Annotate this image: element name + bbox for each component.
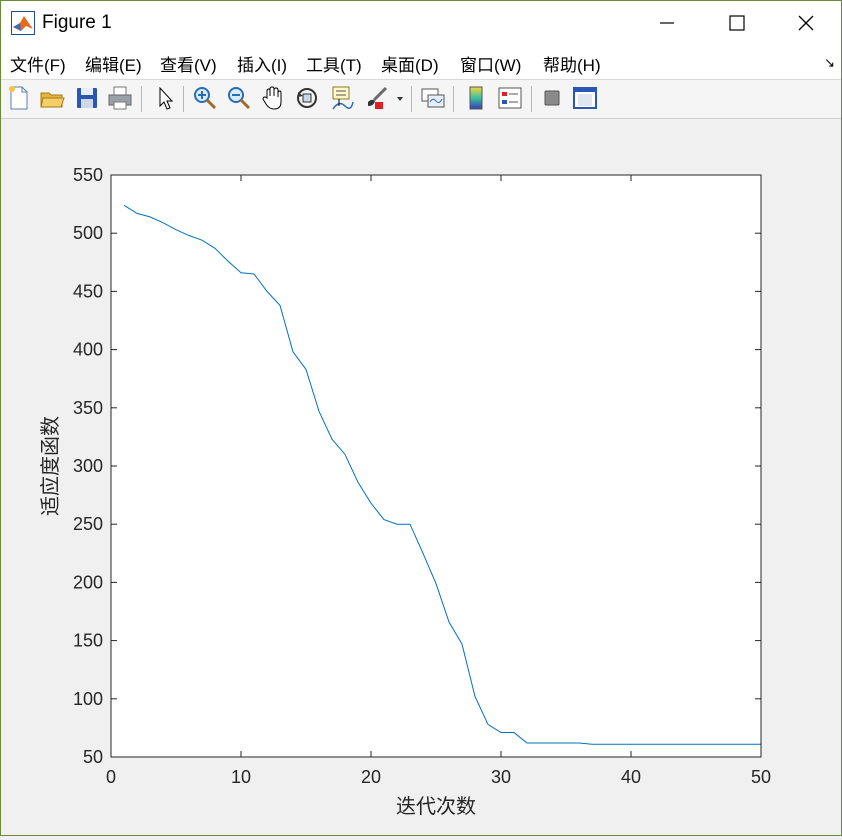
zoom-in-button[interactable] — [191, 84, 219, 112]
toolbar-separator — [531, 86, 532, 112]
title-bar: Figure 1 — [1, 1, 841, 45]
maximize-icon — [729, 15, 745, 31]
x-tick-label: 10 — [231, 767, 251, 787]
close-button[interactable] — [771, 1, 841, 45]
minimize-button[interactable] — [632, 1, 702, 45]
window-title: Figure 1 — [42, 12, 112, 33]
open-file-icon — [40, 92, 65, 108]
new-figure-button[interactable] — [5, 84, 33, 112]
edit-plot-button[interactable] — [151, 84, 179, 112]
chevron-down-icon — [397, 97, 403, 101]
menu-desktop[interactable]: 桌面(D) — [381, 56, 439, 75]
series-line — [123, 204, 761, 745]
menu-tools[interactable]: 工具(T) — [306, 56, 362, 75]
x-axis-label: 迭代次数 — [396, 795, 476, 818]
y-tick-label: 500 — [73, 223, 103, 243]
save-icon — [77, 88, 97, 108]
y-tick-label: 550 — [73, 165, 103, 185]
open-file-button[interactable] — [38, 84, 66, 112]
pan-button[interactable] — [259, 84, 287, 112]
show-plot-tools-button[interactable] — [571, 84, 599, 112]
show-plot-tools-icon — [573, 87, 597, 109]
menu-overflow-arrow-icon[interactable]: ↘ — [824, 55, 835, 70]
data-cursor-button[interactable] — [327, 84, 355, 112]
new-figure-icon — [9, 86, 28, 110]
colorbar-icon — [469, 86, 483, 110]
brush-icon — [368, 86, 388, 109]
y-tick-label: 100 — [73, 689, 103, 709]
axes-box — [110, 174, 762, 758]
pan-hand-icon — [262, 86, 282, 110]
menu-file[interactable]: 文件(F) — [10, 56, 66, 75]
y-tick-label: 50 — [83, 747, 103, 767]
rotate-3d-button[interactable] — [293, 84, 321, 112]
minimize-icon — [660, 22, 674, 24]
brush-dropdown-button[interactable] — [393, 84, 407, 112]
menu-window[interactable]: 窗口(W) — [460, 56, 522, 75]
menu-edit[interactable]: 编辑(E) — [85, 56, 142, 75]
menu-insert[interactable]: 插入(I) — [237, 56, 288, 75]
rotate-3d-icon — [297, 88, 317, 108]
print-button[interactable] — [106, 84, 134, 112]
link-plot-button[interactable] — [419, 84, 447, 112]
legend-icon — [498, 87, 522, 109]
y-tick-label: 450 — [73, 281, 103, 301]
zoom-in-icon — [194, 87, 217, 110]
y-tick-label: 150 — [73, 631, 103, 651]
menu-bar: 文件(F) 编辑(E) 查看(V) 插入(I) 工具(T) 桌面(D) 窗口(W… — [1, 45, 841, 80]
save-button[interactable] — [73, 84, 101, 112]
menu-view[interactable]: 查看(V) — [160, 56, 217, 75]
y-tick-label: 200 — [73, 572, 103, 592]
matlab-logo-icon — [11, 11, 35, 35]
link-plot-icon — [421, 88, 445, 108]
axis-ticks: 0 10 20 30 40 50 50 100 150 200 250 300 350 400 450 500… — [73, 165, 771, 787]
maximize-button[interactable] — [702, 1, 772, 45]
y-axis-label: 适应度函数 — [39, 416, 62, 516]
y-tick-label: 350 — [73, 398, 103, 418]
toolbar-separator — [411, 86, 412, 112]
x-tick-label: 20 — [361, 767, 381, 787]
figure-canvas: 0 10 20 30 40 50 50 100 150 200 250 300 350 400 450 500… — [1, 119, 841, 835]
toolbar-separator — [183, 86, 184, 112]
figure-toolbar — [1, 80, 841, 119]
legend-button[interactable] — [496, 84, 524, 112]
edit-plot-arrow-icon — [159, 86, 174, 110]
hide-plot-tools-button[interactable] — [538, 84, 566, 112]
print-icon — [108, 86, 132, 110]
x-tick-label: 30 — [491, 767, 511, 787]
data-cursor-icon — [332, 86, 354, 110]
x-tick-label: 0 — [106, 767, 116, 787]
zoom-out-button[interactable] — [225, 84, 253, 112]
axes-background — [111, 175, 761, 757]
menu-help[interactable]: 帮助(H) — [543, 56, 601, 75]
y-tick-label: 300 — [73, 456, 103, 476]
y-tick-label: 250 — [73, 514, 103, 534]
toolbar-separator — [141, 86, 142, 112]
x-tick-label: 40 — [621, 767, 641, 787]
brush-button[interactable] — [362, 84, 390, 112]
colorbar-button[interactable] — [462, 84, 490, 112]
y-tick-label: 400 — [73, 340, 103, 360]
close-icon — [798, 15, 814, 31]
zoom-out-icon — [228, 87, 251, 110]
x-tick-label: 50 — [751, 767, 771, 787]
line-chart[interactable]: 0 10 20 30 40 50 50 100 150 200 250 300 350 400 450 500… — [1, 119, 841, 835]
toolbar-separator — [453, 86, 454, 112]
hide-plot-tools-icon — [544, 90, 560, 106]
